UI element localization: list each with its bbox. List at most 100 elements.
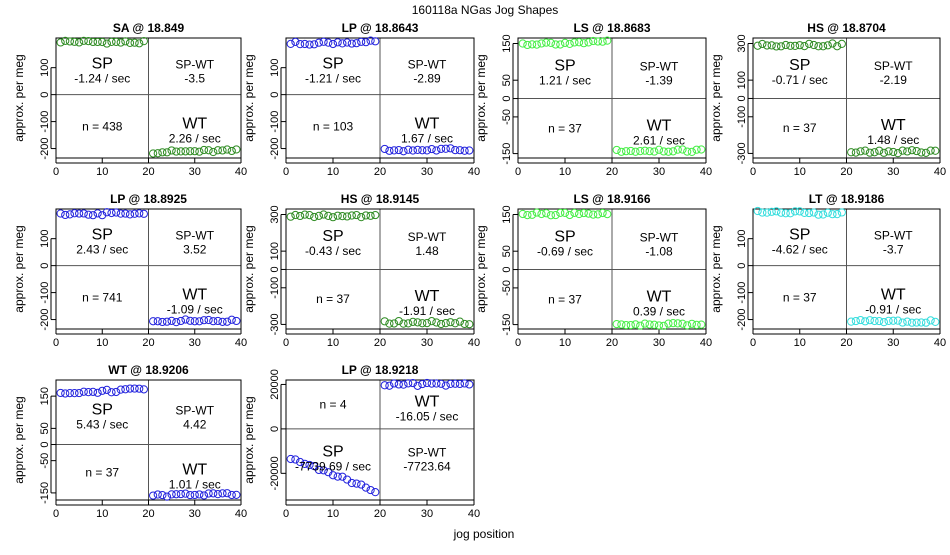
data-point-sp [593, 37, 603, 46]
data-point-sp [107, 37, 116, 46]
y-tick-label: 0 [501, 95, 513, 101]
data-point-sp [135, 209, 144, 218]
data-point-sp [800, 42, 809, 51]
data-point-sp [338, 212, 347, 221]
data-point-sp [56, 209, 65, 218]
data-point-wt [218, 489, 227, 498]
data-point-sp [314, 211, 323, 220]
y-tick-label: -150 [501, 143, 513, 165]
data-point-wt [399, 380, 408, 389]
data-point-wt [917, 148, 926, 157]
y-tick-label: 0 [736, 95, 748, 101]
data-point-wt [446, 379, 455, 389]
data-point-sp [593, 210, 603, 219]
data-point-sp [753, 41, 762, 50]
y-tick-label: 150 [39, 387, 51, 405]
data-point-wt [460, 319, 469, 329]
data-point-sp [603, 210, 612, 219]
data-point-sp [570, 38, 579, 47]
data-point-sp [809, 40, 818, 50]
data-point-sp [121, 37, 130, 46]
sp-slope: -7739.69 / sec [295, 459, 371, 473]
wt-label: WT [647, 117, 672, 134]
x-tick-label: 20 [606, 166, 618, 178]
data-point-wt [678, 319, 687, 328]
panel-title: LS @ 18.9166 [573, 192, 650, 206]
data-point-wt [451, 319, 460, 328]
y-axis-title: approx. per meg [12, 225, 26, 312]
sp-label: SP [92, 226, 113, 243]
data-point-wt [422, 146, 432, 155]
wt-label: WT [182, 286, 207, 303]
data-point-wt [223, 489, 232, 498]
data-point-sp [786, 41, 795, 50]
sp-label: SP [554, 57, 575, 74]
data-point-sp [584, 209, 593, 218]
data-point-sp [343, 212, 352, 221]
data-point-sp [112, 208, 121, 217]
wt-slope: -0.91 / sec [865, 302, 921, 316]
wt-label: WT [182, 115, 207, 132]
y-tick-label: -50 [39, 453, 51, 469]
data-point-wt [455, 146, 464, 155]
x-tick-label: 30 [421, 508, 433, 520]
data-point-sp [598, 37, 607, 46]
data-point-sp [579, 39, 588, 48]
data-point-wt [427, 317, 436, 326]
data-point-sp [139, 385, 148, 394]
data-point-sp [116, 209, 125, 218]
sp-label: SP [322, 55, 343, 72]
wt-slope: 2.61 / sec [633, 133, 685, 147]
data-point-wt [875, 316, 884, 326]
sample-count: n = 37 [783, 290, 817, 304]
data-point-wt [903, 147, 912, 156]
data-point-sp [328, 213, 338, 222]
x-tick-label: 10 [794, 166, 806, 178]
data-point-sp [823, 208, 832, 217]
data-point-sp [579, 208, 588, 218]
y-tick-label: -100 [269, 111, 281, 133]
x-tick-label: 0 [53, 337, 59, 349]
y-tick-label: 0 [269, 266, 281, 272]
panel-title: WT @ 18.9206 [108, 363, 189, 377]
spwt-label: SP-WT [874, 228, 913, 242]
data-point-wt [669, 319, 678, 328]
data-point-wt [659, 147, 668, 156]
data-point-wt [931, 317, 940, 326]
panel-7: LS @ 18.9166 0 10 20 30 40 -150 -50 0 50 150 approx… [474, 192, 712, 349]
data-point-sp [125, 38, 135, 47]
panel-1: SA @ 18.849 0 10 20 30 40 -200 -100 0 100 approx. … [12, 21, 247, 178]
data-point-wt [385, 381, 394, 390]
data-point-sp [575, 38, 584, 47]
data-point-wt [223, 145, 232, 154]
data-point-wt [213, 146, 222, 155]
data-point-sp [347, 478, 356, 488]
data-point-sp [130, 38, 139, 47]
data-point-wt [687, 319, 697, 328]
data-point-sp [286, 212, 295, 221]
x-tick-label: 30 [189, 337, 201, 349]
data-point-sp [361, 483, 370, 492]
sp-slope: -0.71 / sec [772, 73, 828, 87]
data-point-sp [776, 208, 786, 217]
data-point-sp [130, 384, 139, 393]
data-point-wt [176, 316, 185, 326]
y-tick-label: 100 [39, 58, 51, 76]
data-point-sp [291, 455, 300, 464]
data-point-sp [837, 208, 846, 217]
data-point-wt [687, 147, 697, 157]
data-point-sp [762, 208, 772, 217]
y-tick-label: 50 [501, 245, 513, 257]
x-tick-label: 20 [142, 508, 154, 520]
spwt-value: 1.48 [415, 244, 439, 258]
data-point-wt [418, 319, 427, 328]
y-tick-label: 100 [736, 71, 748, 89]
x-tick-label: 30 [887, 337, 899, 349]
x-tick-label: 40 [468, 337, 480, 349]
panel-title: SA @ 18.849 [113, 21, 185, 35]
data-point-wt [158, 148, 167, 157]
data-point-wt [153, 149, 162, 158]
data-point-sp [565, 39, 574, 49]
data-point-wt [394, 380, 403, 389]
panel-3: LS @ 18.8683 0 10 20 30 40 -150 -50 0 50 150 approx… [474, 21, 712, 178]
